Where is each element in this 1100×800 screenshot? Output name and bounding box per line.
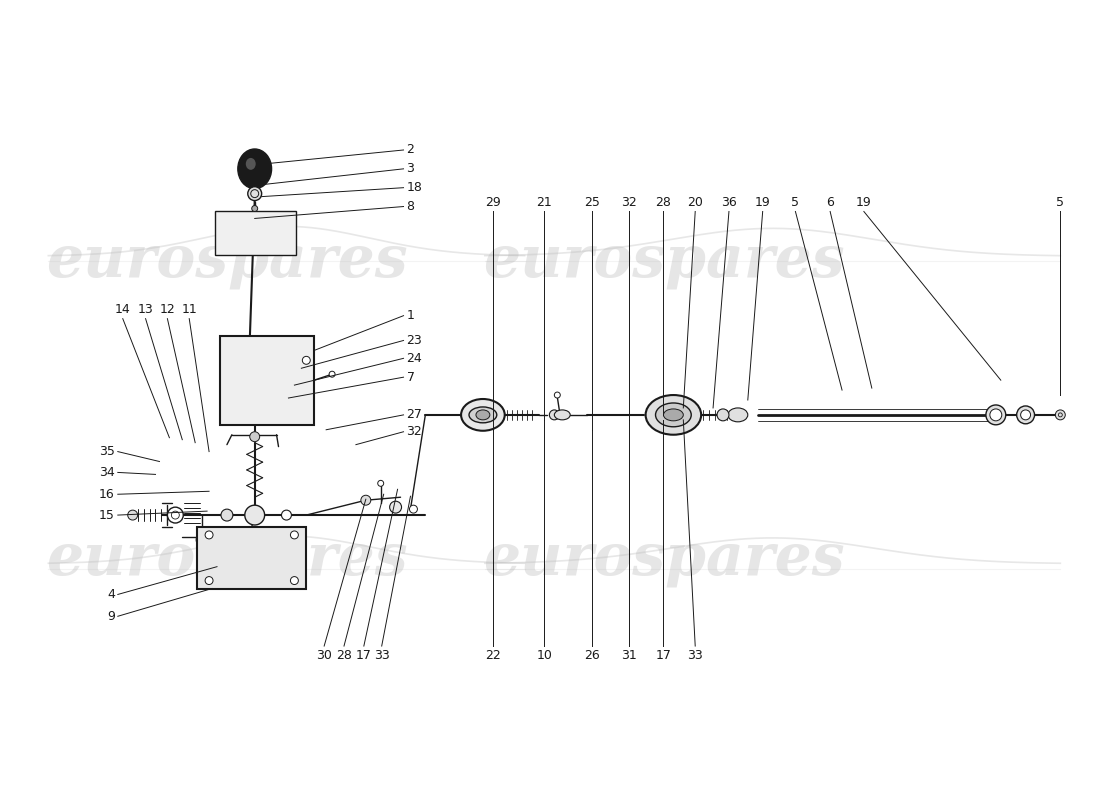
Text: 10: 10 — [537, 649, 552, 662]
Text: 17: 17 — [356, 649, 372, 662]
Circle shape — [549, 410, 559, 420]
Circle shape — [248, 186, 262, 201]
Text: 24: 24 — [407, 352, 422, 365]
Circle shape — [389, 501, 402, 513]
Circle shape — [205, 577, 213, 585]
Circle shape — [282, 510, 292, 520]
Ellipse shape — [476, 410, 490, 420]
Circle shape — [245, 505, 265, 525]
Ellipse shape — [656, 403, 691, 426]
Ellipse shape — [461, 399, 505, 430]
Bar — [214, 211, 296, 255]
Bar — [220, 335, 315, 425]
Text: 31: 31 — [620, 649, 637, 662]
Circle shape — [205, 531, 213, 539]
Circle shape — [329, 371, 336, 377]
Circle shape — [250, 432, 260, 442]
Text: 13: 13 — [138, 302, 154, 316]
Text: 33: 33 — [688, 649, 703, 662]
Circle shape — [409, 505, 417, 513]
Text: 32: 32 — [620, 195, 637, 209]
Ellipse shape — [469, 407, 497, 423]
Circle shape — [128, 510, 138, 520]
Text: eurospares: eurospares — [483, 530, 845, 587]
Text: 4: 4 — [107, 588, 114, 601]
Text: 12: 12 — [160, 302, 175, 316]
Ellipse shape — [245, 158, 255, 170]
Text: 26: 26 — [584, 649, 600, 662]
Ellipse shape — [663, 409, 683, 421]
Circle shape — [1021, 410, 1031, 420]
Text: 9: 9 — [107, 610, 114, 622]
Ellipse shape — [238, 149, 272, 189]
Ellipse shape — [646, 395, 701, 434]
Text: 19: 19 — [755, 195, 771, 209]
Text: eurospares: eurospares — [46, 530, 408, 587]
Circle shape — [717, 409, 729, 421]
Text: 34: 34 — [99, 466, 114, 479]
Text: 21: 21 — [537, 195, 552, 209]
Circle shape — [986, 405, 1005, 425]
Circle shape — [196, 534, 208, 546]
Text: 17: 17 — [656, 649, 671, 662]
Text: 25: 25 — [584, 195, 600, 209]
Text: eurospares: eurospares — [46, 233, 408, 290]
Text: 7: 7 — [407, 370, 415, 384]
Text: 27: 27 — [407, 408, 422, 422]
Text: 6: 6 — [826, 195, 834, 209]
Text: 22: 22 — [485, 649, 501, 662]
Text: 29: 29 — [485, 195, 501, 209]
Circle shape — [554, 392, 560, 398]
Text: 11: 11 — [182, 302, 197, 316]
Circle shape — [252, 206, 257, 211]
Text: eurospares: eurospares — [483, 233, 845, 290]
Circle shape — [1055, 410, 1065, 420]
Text: 3: 3 — [407, 162, 415, 175]
Circle shape — [167, 507, 184, 523]
Circle shape — [290, 531, 298, 539]
Text: 5: 5 — [791, 195, 800, 209]
Circle shape — [990, 409, 1002, 421]
Text: 36: 36 — [722, 195, 737, 209]
Circle shape — [221, 509, 233, 521]
Text: 2: 2 — [407, 143, 415, 157]
Text: 19: 19 — [856, 195, 871, 209]
Text: 23: 23 — [407, 334, 422, 347]
Text: 32: 32 — [407, 426, 422, 438]
Text: 28: 28 — [337, 649, 352, 662]
Ellipse shape — [554, 410, 570, 420]
Circle shape — [377, 480, 384, 486]
Circle shape — [290, 577, 298, 585]
Text: 14: 14 — [114, 302, 131, 316]
Text: 18: 18 — [407, 181, 422, 194]
Circle shape — [1016, 406, 1034, 424]
Ellipse shape — [728, 408, 748, 422]
Text: 20: 20 — [688, 195, 703, 209]
Text: 28: 28 — [656, 195, 671, 209]
Text: 1: 1 — [407, 309, 415, 322]
Text: 8: 8 — [407, 200, 415, 213]
Text: 16: 16 — [99, 488, 114, 501]
Text: 15: 15 — [99, 509, 114, 522]
Circle shape — [302, 356, 310, 364]
Circle shape — [361, 495, 371, 505]
Text: 5: 5 — [1056, 195, 1065, 209]
Text: 35: 35 — [99, 445, 114, 458]
Text: 33: 33 — [374, 649, 389, 662]
Bar — [197, 527, 306, 589]
Text: 30: 30 — [316, 649, 332, 662]
